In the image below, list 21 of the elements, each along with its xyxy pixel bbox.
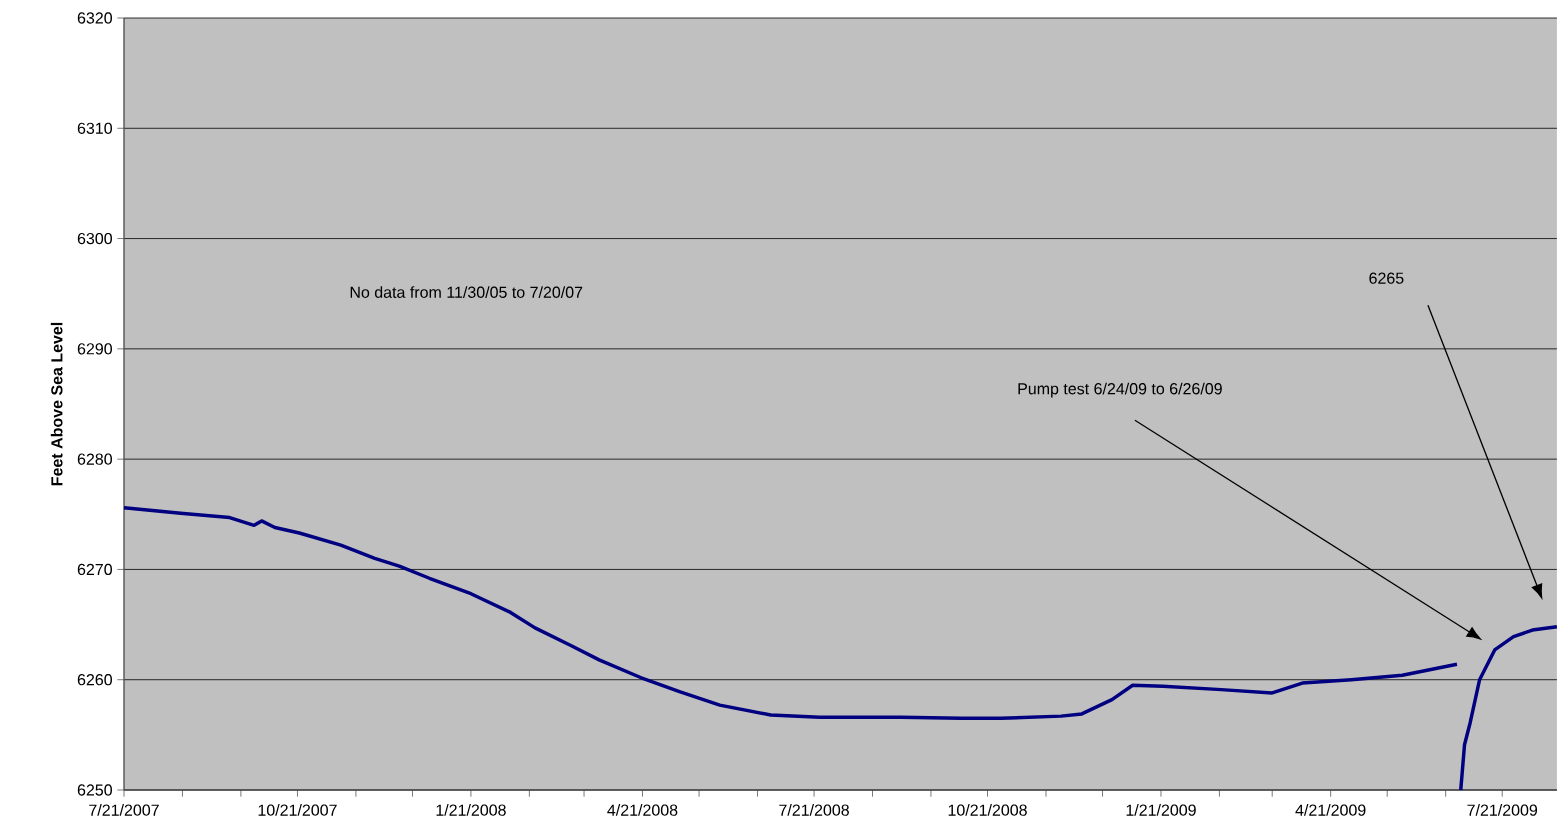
x-tick-label: 4/21/2009 <box>1295 804 1366 816</box>
x-tick-label: 7/21/2007 <box>89 804 159 816</box>
y-tick-label: 6290 <box>77 343 112 355</box>
x-tick-label: 10/21/2008 <box>948 804 1027 816</box>
x-tick-label: 4/21/2008 <box>607 804 678 816</box>
y-tick-label: 6280 <box>77 453 112 465</box>
x-tick-label: 1/21/2009 <box>1126 804 1196 816</box>
y-tick-label: 6310 <box>77 122 112 134</box>
y-tick-label: 6300 <box>77 232 112 245</box>
y-tick-label: 6270 <box>77 563 112 576</box>
y-tick-label: 6260 <box>77 674 112 686</box>
annotation: Pump test 6/24/09 to 6/26/09 <box>1018 382 1222 398</box>
x-tick-label: 10/21/2007 <box>258 804 337 816</box>
y-tick-label: 6320 <box>77 12 112 24</box>
annotation: No data from 11/30/05 to 7/20/07 <box>350 286 583 298</box>
y-tick-label: 6250 <box>77 784 112 796</box>
x-tick-label: 1/21/2008 <box>436 804 506 816</box>
annotation: 6265 <box>1369 272 1404 284</box>
y-axis-title: Feet Above Sea Level <box>50 322 63 486</box>
x-tick-label: 7/21/2009 <box>1467 804 1538 816</box>
x-tick-label: 7/21/2008 <box>779 804 849 816</box>
